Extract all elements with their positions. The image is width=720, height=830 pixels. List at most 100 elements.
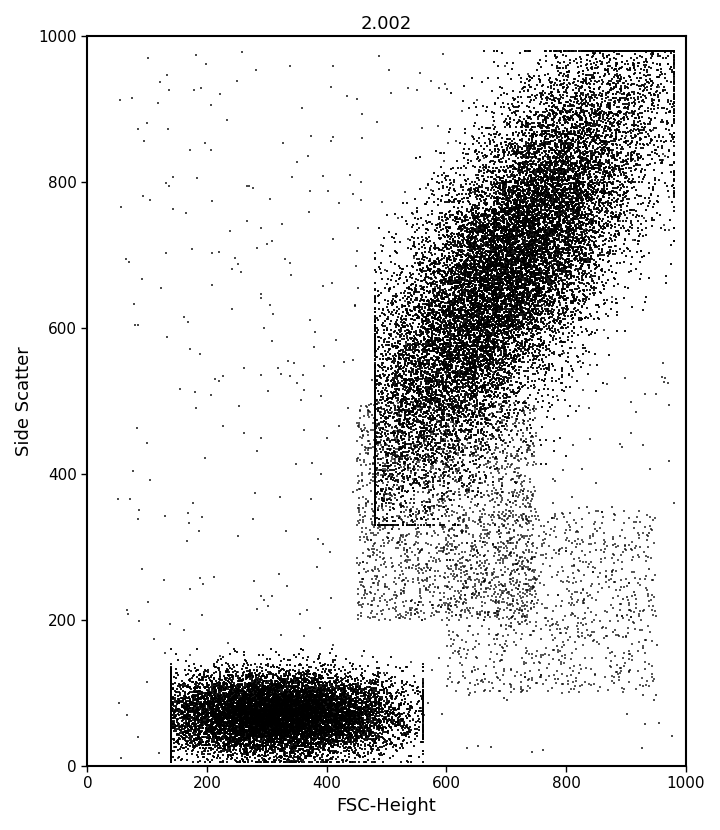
Point [513, 104, 524, 117]
Point [513, 163, 525, 176]
Point [532, 217, 544, 231]
Point [377, 397, 388, 410]
Point [508, 100, 520, 114]
Point [570, 165, 582, 178]
Point [450, 352, 462, 365]
Point [224, 704, 235, 717]
Point [614, 178, 626, 192]
Point [293, 697, 305, 710]
Point [595, 90, 606, 103]
Point [522, 212, 534, 225]
Point [243, 683, 254, 696]
Point [512, 250, 523, 263]
Point [638, 44, 649, 57]
Point [392, 318, 404, 331]
Point [240, 714, 252, 727]
Point [453, 266, 464, 279]
Point [659, 84, 670, 97]
Point [264, 730, 276, 743]
Point [491, 320, 503, 334]
Point [267, 721, 279, 735]
Point [279, 717, 291, 730]
Point [367, 611, 379, 624]
Point [176, 707, 187, 720]
Point [449, 328, 460, 341]
Point [481, 347, 492, 360]
Point [523, 533, 535, 546]
Point [166, 710, 177, 723]
Point [437, 413, 449, 427]
Point [544, 263, 555, 276]
Point [201, 665, 212, 678]
Point [241, 745, 253, 758]
Point [414, 545, 426, 559]
Point [521, 227, 532, 240]
Point [210, 699, 221, 712]
Point [292, 687, 304, 701]
Point [274, 698, 285, 711]
Point [477, 287, 489, 300]
Point [220, 697, 232, 710]
Point [446, 359, 457, 373]
Point [426, 320, 437, 333]
Point [514, 157, 526, 170]
Point [545, 199, 557, 212]
Point [392, 366, 404, 379]
Point [361, 696, 373, 709]
Point [463, 332, 474, 345]
Point [415, 343, 427, 356]
Point [343, 701, 354, 715]
Point [115, 751, 127, 764]
Point [635, 272, 647, 286]
Point [571, 201, 582, 214]
Point [314, 697, 325, 710]
Point [535, 223, 546, 237]
Point [524, 227, 536, 240]
Point [390, 318, 401, 331]
Point [523, 159, 534, 172]
Point [459, 393, 470, 407]
Point [308, 672, 320, 686]
Point [269, 691, 281, 704]
Point [486, 204, 498, 217]
Point [264, 701, 276, 715]
Point [352, 691, 364, 704]
Point [496, 272, 508, 286]
Point [564, 66, 575, 79]
Point [432, 198, 444, 211]
Point [501, 261, 513, 275]
Point [636, 223, 647, 237]
Point [575, 663, 587, 676]
Point [585, 110, 596, 123]
Point [513, 214, 525, 227]
Point [540, 44, 552, 57]
Point [409, 549, 420, 562]
Point [607, 177, 618, 190]
Point [287, 725, 299, 739]
Point [572, 232, 583, 245]
Point [378, 710, 390, 723]
Point [589, 158, 600, 171]
Point [551, 216, 562, 229]
Point [536, 323, 547, 336]
Point [209, 691, 220, 705]
Point [214, 710, 225, 723]
Point [599, 144, 611, 158]
Point [310, 716, 321, 730]
Point [573, 400, 585, 413]
Point [566, 44, 577, 57]
Point [255, 735, 266, 749]
Point [292, 708, 303, 721]
Point [175, 705, 186, 718]
Point [310, 736, 322, 749]
Point [317, 731, 328, 745]
Point [285, 709, 297, 722]
Point [269, 698, 281, 711]
Point [452, 215, 464, 228]
Point [517, 176, 528, 189]
Point [552, 162, 563, 175]
Point [608, 163, 619, 176]
Point [493, 187, 505, 200]
Point [522, 314, 534, 327]
Point [462, 248, 474, 261]
